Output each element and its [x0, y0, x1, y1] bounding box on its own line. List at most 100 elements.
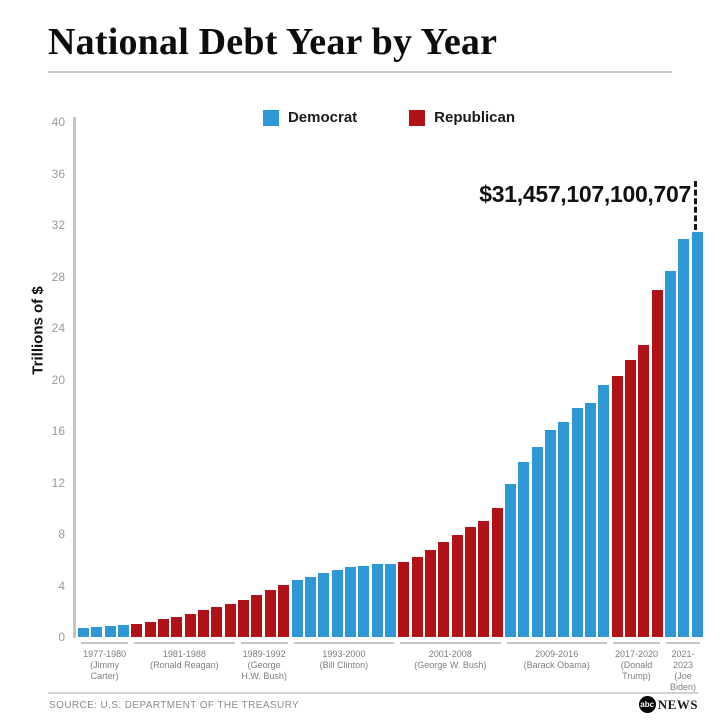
y-axis-line [73, 117, 76, 638]
y-tick-label: 8 [58, 527, 65, 541]
bar-2001 [398, 562, 410, 637]
y-tick-label: 28 [51, 269, 65, 284]
bars [78, 122, 703, 637]
x-group-president: (George H.W. Bush) [241, 660, 287, 681]
bar-2009 [505, 483, 516, 637]
bar-2012 [545, 430, 557, 637]
x-group: 1981-1988 (Ronald Reagan) [131, 642, 237, 693]
x-group-rule [612, 642, 661, 644]
x-group-years: 1993-2000 [322, 649, 366, 659]
x-group-rule [81, 642, 129, 644]
chart-legend: Democrat Republican [75, 109, 703, 126]
bar-1989 [238, 600, 250, 637]
bar-1999 [371, 564, 383, 637]
x-group-president: (Barack Obama) [523, 660, 590, 670]
x-group: 2017-2020 (Donald Trump) [610, 642, 663, 693]
source-credit: SOURCE: U.S. DEPARTMENT OF THE TREASURY [49, 700, 300, 711]
bar-1990 [251, 595, 263, 637]
bar-1983 [158, 619, 170, 637]
bar-2010 [518, 462, 530, 637]
legend-label-republican: Republican [434, 109, 516, 126]
x-group-president: (Jimmy Carter) [90, 660, 120, 681]
bar-2018 [625, 359, 637, 637]
bar-1987 [211, 606, 223, 637]
bar-2014 [571, 407, 583, 637]
page-title: National Debt Year by Year [48, 21, 498, 63]
bar-2004 [438, 542, 450, 637]
y-tick-label: 4 [58, 578, 65, 593]
bar-2023 [691, 232, 703, 637]
x-group: 1977-1980 (Jimmy Carter) [78, 642, 131, 693]
x-group: 1993-2000 (Bill Clinton) [291, 642, 397, 693]
x-group: 2001-2008 (George W. Bush) [397, 642, 503, 693]
bar-2021 [665, 271, 677, 637]
bar-2015 [585, 403, 597, 637]
x-group: 2021-2023 (Joe Biden) [663, 642, 703, 693]
y-tick-label: 12 [51, 475, 65, 490]
bar-2022 [678, 238, 690, 637]
x-group-rule [134, 642, 235, 644]
bar-2006 [464, 527, 476, 637]
abc-news-wordmark: NEWS [657, 696, 698, 712]
x-group-years: 2001-2008 [428, 649, 472, 659]
x-axis-groups: 1977-1980 (Jimmy Carter) 1981-1988 (Ronald … [78, 642, 703, 693]
abc-circle-icon: abc [638, 696, 656, 713]
y-tick-label: 40 [51, 115, 65, 129]
x-group-years: 2009-2016 [535, 649, 579, 659]
bar-1982 [144, 622, 156, 637]
bar-1998 [358, 565, 370, 637]
legend-item-democrat: Democrat [262, 109, 358, 126]
debt-total-annotation: $31,457,107,100,707 [479, 181, 691, 207]
x-group-years: 2017-2020 [614, 649, 658, 659]
bar-1977 [78, 628, 89, 637]
republican-swatch-icon [409, 109, 426, 126]
bar-1997 [344, 567, 356, 637]
x-group-years: 1981-1988 [162, 649, 206, 659]
y-tick-label: 20 [51, 372, 65, 387]
bar-2017 [611, 376, 623, 637]
bar-2007 [478, 521, 490, 637]
bar-2019 [638, 344, 650, 637]
bar-1980 [118, 625, 130, 637]
bar-2011 [531, 446, 543, 637]
bar-2000 [384, 564, 396, 637]
legend-item-republican: Republican [409, 109, 515, 126]
bar-1981 [131, 624, 143, 637]
x-group: 1989-1992 (George H.W. Bush) [238, 642, 291, 693]
bar-2002 [411, 556, 423, 637]
y-tick-label: 0 [58, 630, 65, 644]
y-tick-label: 32 [51, 218, 65, 232]
bar-1988 [224, 603, 236, 637]
x-group-rule [400, 642, 501, 644]
annotation-dashed-pointer [694, 181, 697, 230]
bar-1996 [331, 569, 343, 637]
y-tick-label: 16 [51, 424, 65, 438]
footer-divider [48, 692, 698, 694]
x-group-rule [240, 642, 288, 644]
bar-1979 [104, 626, 116, 637]
x-group-president: (Ronald Reagan) [150, 660, 219, 670]
x-group-president: (Joe Biden) [670, 671, 697, 692]
abc-news-logo: abc NEWS [638, 696, 698, 713]
bar-1985 [184, 613, 196, 637]
y-tick-label: 24 [51, 321, 65, 335]
bar-2005 [451, 534, 463, 637]
x-group-rule [506, 642, 607, 644]
bar-2013 [558, 421, 570, 637]
bar-1993 [291, 580, 303, 637]
x-group-years: 1989-1992 [242, 649, 286, 659]
x-group-president: (Donald Trump) [620, 660, 653, 681]
y-tick-label: 36 [51, 166, 65, 181]
x-group-rule [666, 642, 700, 644]
bar-2016 [598, 385, 610, 637]
bar-2008 [491, 508, 503, 637]
bar-1991 [264, 589, 276, 637]
bar-1984 [171, 616, 183, 637]
bar-1978 [91, 627, 103, 637]
bar-1995 [318, 573, 330, 637]
x-group: 2009-2016 (Barack Obama) [504, 642, 610, 693]
title-divider [48, 71, 672, 73]
x-group-rule [293, 642, 395, 644]
legend-label-democrat: Democrat [287, 109, 358, 126]
